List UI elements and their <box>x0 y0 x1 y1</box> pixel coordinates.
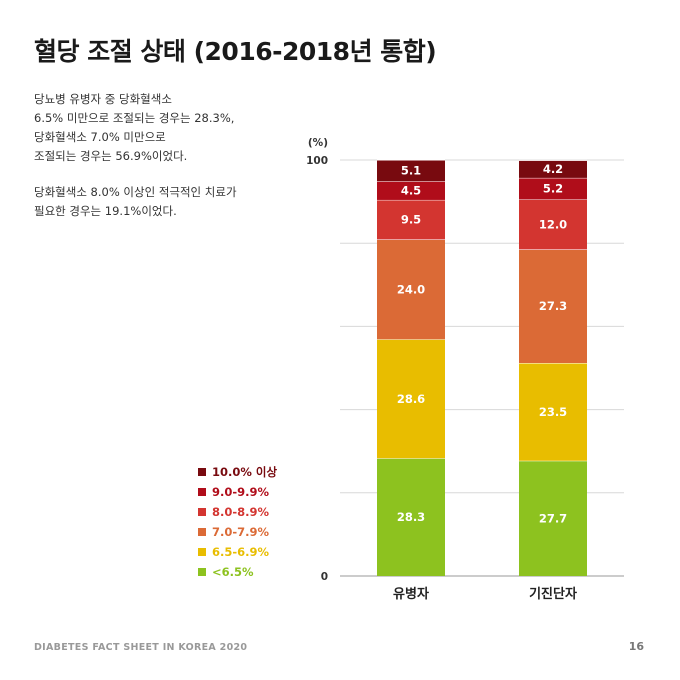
legend-item: 10.0% 이상 <box>198 462 277 482</box>
y-axis-label: (%) <box>308 137 328 149</box>
bar-segment <box>519 160 587 178</box>
data-label: 28.3 <box>397 510 425 524</box>
legend-item: 8.0-8.9% <box>198 502 277 522</box>
bar-segment <box>519 363 587 461</box>
legend-item: 7.0-7.9% <box>198 522 277 542</box>
data-label: 4.2 <box>543 162 563 176</box>
bar-segment <box>377 458 445 576</box>
x-category-label: 유병자 <box>393 586 429 602</box>
legend-swatch <box>198 488 206 496</box>
footer-title: DIABETES FACT SHEET IN KOREA 2020 <box>34 642 248 653</box>
bar-segment <box>519 249 587 364</box>
bar-segment <box>519 460 587 576</box>
y-tick-label: 100 <box>306 155 328 167</box>
bar-segment <box>377 160 445 182</box>
y-tick-label: 0 <box>321 571 328 583</box>
legend-label: 7.0-7.9% <box>212 525 270 539</box>
legend-label: 8.0-8.9% <box>212 505 270 519</box>
data-label: 9.5 <box>401 213 421 227</box>
page-number: 16 <box>628 640 644 653</box>
legend-swatch <box>198 468 206 476</box>
legend-label: 9.0-9.9% <box>212 485 270 499</box>
data-label: 5.2 <box>543 182 563 196</box>
bar-segment <box>377 181 445 200</box>
x-category-label: 기진단자 <box>529 586 577 602</box>
data-label: 12.0 <box>539 217 567 231</box>
bar-segment <box>377 199 445 240</box>
description-paragraph-1: 당뇨병 유병자 중 당화혈색소 6.5% 미만으로 조절되는 경우는 28.3%… <box>34 92 235 163</box>
data-label: 28.6 <box>397 392 425 406</box>
legend-label: 10.0% 이상 <box>212 465 278 479</box>
data-label: 23.5 <box>539 405 567 419</box>
description-paragraph-2: 당화혈색소 8.0% 이상인 적극적인 치료가 필요한 경우는 19.1%이었다… <box>34 185 237 218</box>
legend-swatch <box>198 508 206 516</box>
data-label: 4.5 <box>401 184 421 198</box>
chart-legend: 10.0% 이상 9.0-9.9% 8.0-8.9% 7.0-7.9% 6.5-6.9%… <box>198 462 277 582</box>
bar-segment <box>377 339 445 459</box>
data-label: 27.3 <box>539 299 567 313</box>
legend-label: 6.5-6.9% <box>212 545 270 559</box>
data-label: 5.1 <box>401 164 421 178</box>
legend-item: <6.5% <box>198 562 277 582</box>
description: 당뇨병 유병자 중 당화혈색소 6.5% 미만으로 조절되는 경우는 28.3%… <box>34 90 294 238</box>
data-label: 24.0 <box>397 282 425 296</box>
legend-swatch <box>198 528 206 536</box>
legend-swatch <box>198 568 206 576</box>
legend-item: 6.5-6.9% <box>198 542 277 562</box>
page-title: 혈당 조절 상태 (2016-2018년 통합) <box>34 37 437 66</box>
legend-swatch <box>198 548 206 556</box>
legend-item: 9.0-9.9% <box>198 482 277 502</box>
bar-segment <box>519 177 587 200</box>
legend-label: <6.5% <box>212 565 254 579</box>
bar-segment <box>519 199 587 250</box>
data-label: 27.7 <box>539 511 567 525</box>
bar-segment <box>377 239 445 340</box>
